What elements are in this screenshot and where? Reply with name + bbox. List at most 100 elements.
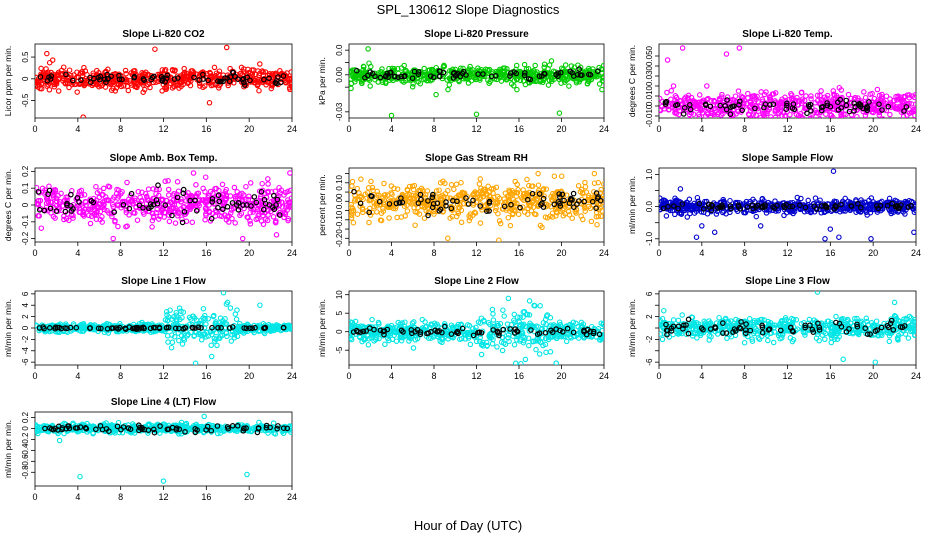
data-point [260,221,267,228]
data-point [186,203,193,210]
data-point [162,178,168,185]
data-point [215,324,221,331]
data-point [211,335,218,342]
data-point [220,291,227,296]
data-point [223,301,230,307]
data-point [760,112,767,118]
data-point [68,203,74,209]
data-point [472,210,479,216]
data-point [373,203,380,209]
data-point [286,76,292,82]
data-point [106,210,112,216]
y-tick-label: 0 [21,76,30,81]
data-point [132,68,138,74]
data-point [137,77,144,84]
data-point [531,211,538,217]
data-point [198,337,205,343]
data-point [827,103,834,110]
data-point [271,324,277,330]
data-point [735,88,742,94]
data-point [434,200,441,207]
data-point [527,203,534,209]
data-point [232,311,239,317]
data-point [453,181,460,188]
data-point [88,79,94,86]
data-point [729,116,735,118]
data-point [372,73,378,80]
data-point [494,344,500,350]
data-point [110,235,116,242]
data-point [449,198,456,204]
data-point [815,200,822,206]
data-point [791,106,798,113]
data-point [182,325,189,331]
panel-title: Slope Amb. Box Temp. [110,153,218,164]
data-point [838,201,844,208]
y-tick-label: -1.0 [645,231,654,245]
data-point [731,97,737,104]
data-point [391,65,398,72]
data-point [594,68,601,75]
data-point [772,204,779,210]
data-point [163,75,170,82]
data-point [851,108,857,114]
data-point [147,325,154,332]
data-point [818,88,824,94]
data-point [180,335,187,342]
data-point [159,196,166,202]
data-point [422,192,429,198]
data-point [237,70,244,77]
data-point [276,212,283,218]
data-point [401,62,407,69]
data-point [490,185,497,192]
data-point [708,98,714,104]
data-point [382,192,388,198]
data-point [108,325,115,332]
data-point [180,309,187,315]
data-point [382,341,388,348]
data-point [736,45,743,51]
data-point [60,64,67,70]
data-point [448,182,455,188]
x-tick-label: 20 [556,124,566,134]
data-point [508,201,514,208]
data-point [683,94,689,100]
data-point [551,173,558,179]
data-point [137,205,143,211]
data-point [497,66,503,73]
data-point [529,193,535,199]
x-tick-label: 20 [868,248,878,258]
data-point [515,211,522,218]
data-point [836,84,843,91]
data-point [670,203,677,209]
data-point [183,70,190,77]
data-point [554,209,560,216]
data-point [81,64,87,71]
data-point [696,92,703,98]
data-point [40,324,46,330]
data-point [366,336,372,342]
data-point [224,75,231,82]
x-tick-label: 24 [599,248,609,258]
data-point [727,97,734,104]
data-point [113,190,120,197]
data-point [857,204,864,211]
data-point [168,344,175,351]
y-tick-label: 4 [21,302,30,307]
data-point [677,186,684,192]
data-point [122,67,129,74]
data-point [354,185,360,192]
data-point [411,196,418,202]
data-point [745,111,752,117]
data-point [111,209,118,216]
data-point [796,202,803,209]
data-point [475,319,482,325]
data-point [728,205,734,212]
data-point [549,214,556,220]
data-point [242,82,248,88]
data-point [402,213,408,219]
data-point [165,339,171,345]
data-point [518,194,525,201]
panel-title: Slope Li-820 Temp. [742,29,833,40]
